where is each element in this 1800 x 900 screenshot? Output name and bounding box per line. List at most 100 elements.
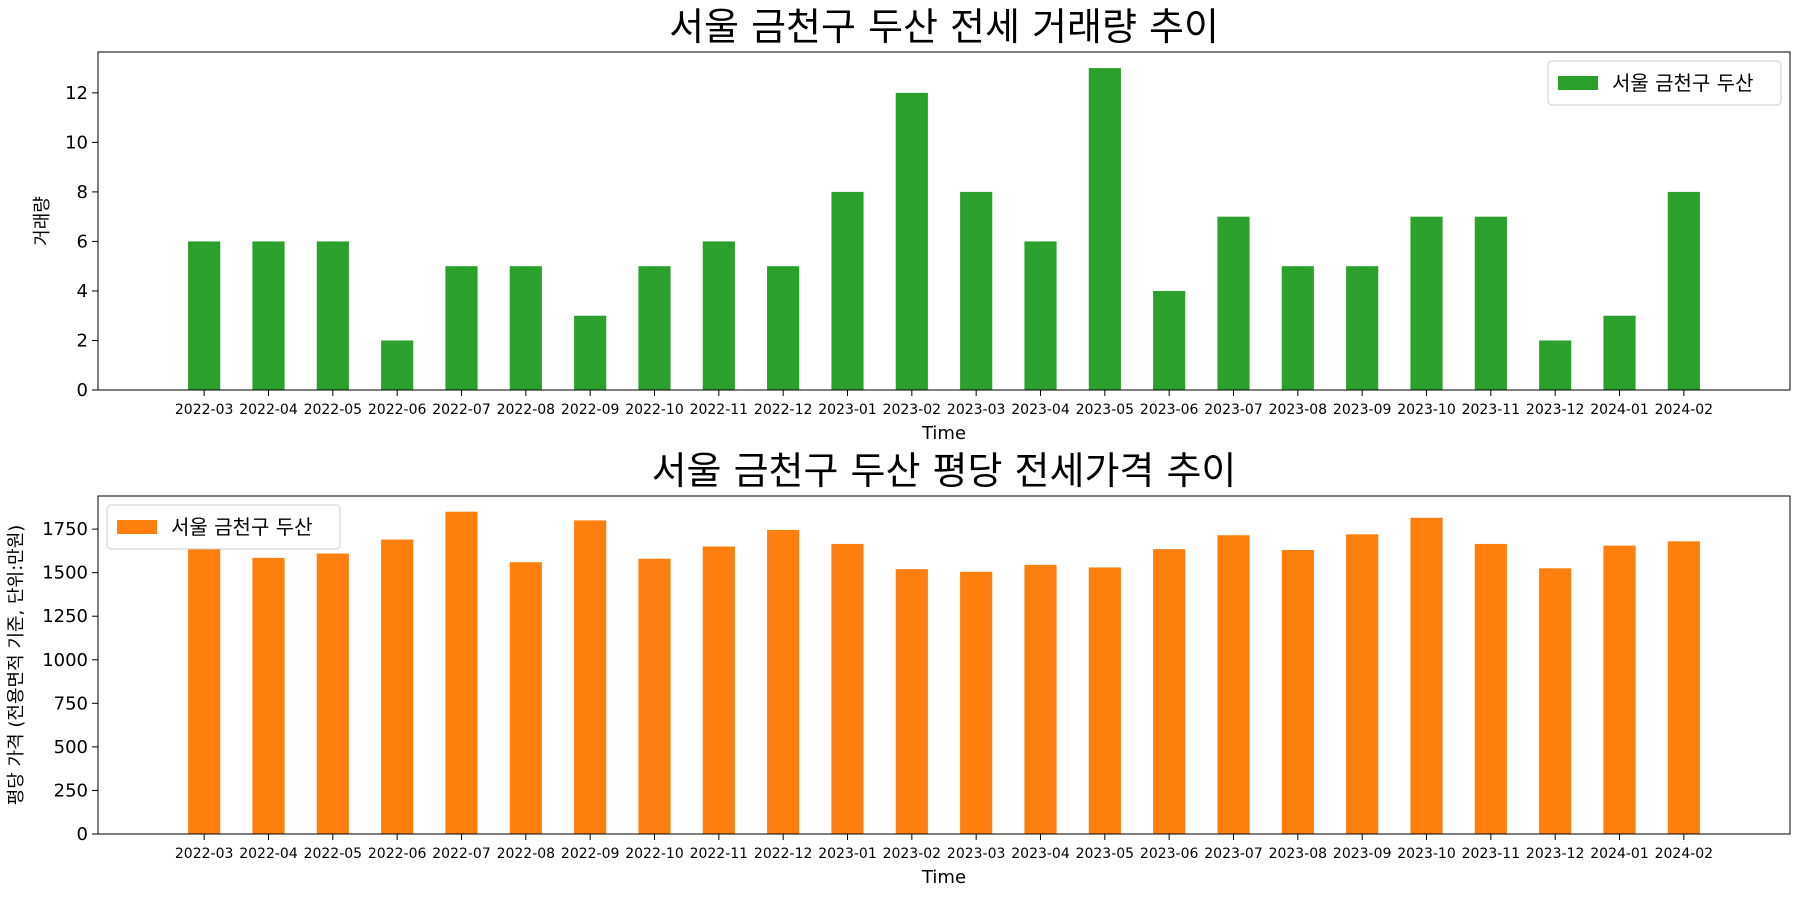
x-tick-label: 2022-05 <box>304 846 363 862</box>
x-tick-label: 2022-07 <box>432 402 491 418</box>
bar-2023-11 <box>1474 543 1507 834</box>
chart-title: 서울 금천구 두산 평당 전세가격 추이 <box>652 449 1237 493</box>
bar-2023-06 <box>1153 549 1186 834</box>
bar-2022-10 <box>638 266 671 390</box>
x-tick-label: 2023-08 <box>1269 402 1328 418</box>
x-axis-label: Time <box>921 423 966 444</box>
bar-2022-06 <box>381 340 414 390</box>
bar-2023-07 <box>1217 216 1250 390</box>
y-tick-label: 1750 <box>42 519 88 540</box>
x-tick-label: 2022-09 <box>561 402 620 418</box>
bar-2022-12 <box>767 266 800 390</box>
bar-2022-09 <box>574 315 607 390</box>
y-tick-label: 4 <box>77 281 88 302</box>
bar-2023-04 <box>1024 241 1057 390</box>
bar-2024-02 <box>1667 541 1700 834</box>
bar-2023-10 <box>1410 517 1443 834</box>
bar-2022-07 <box>445 511 478 834</box>
x-tick-label: 2022-04 <box>239 402 298 418</box>
x-axis-label: Time <box>921 867 966 888</box>
x-tick-label: 2022-06 <box>368 846 427 862</box>
y-axis-label: 거래량 <box>32 196 53 246</box>
bar-2023-12 <box>1539 340 1572 390</box>
bar-2024-01 <box>1603 545 1636 834</box>
x-tick-label: 2023-06 <box>1140 402 1199 418</box>
y-tick-label: 1500 <box>42 563 88 584</box>
bar-2023-07 <box>1217 535 1250 834</box>
bar-2023-02 <box>895 569 928 834</box>
bar-2023-03 <box>960 191 993 390</box>
x-tick-label: 2022-11 <box>690 402 749 418</box>
legend-label: 서울 금천구 두산 <box>171 515 313 539</box>
bar-2023-12 <box>1539 568 1572 834</box>
bar-2022-08 <box>509 562 542 834</box>
x-tick-label: 2022-11 <box>690 846 749 862</box>
x-tick-label: 2023-12 <box>1526 846 1585 862</box>
bar-2023-08 <box>1281 550 1314 834</box>
x-tick-label: 2023-11 <box>1462 402 1521 418</box>
y-tick-label: 250 <box>54 780 88 801</box>
bar-2022-11 <box>702 546 735 834</box>
bar-2022-03 <box>188 241 221 390</box>
x-tick-label: 2023-02 <box>883 402 942 418</box>
bar-2022-08 <box>509 266 542 390</box>
x-tick-label: 2023-06 <box>1140 846 1199 862</box>
x-tick-label: 2023-05 <box>1076 402 1135 418</box>
x-tick-label: 2023-01 <box>818 402 877 418</box>
y-tick-label: 12 <box>65 83 88 104</box>
x-tick-label: 2022-12 <box>754 402 813 418</box>
bar-2023-10 <box>1410 216 1443 390</box>
bar-2023-02 <box>895 92 928 390</box>
x-tick-label: 2022-12 <box>754 846 813 862</box>
plot-frame <box>97 51 1791 391</box>
y-tick-label: 1250 <box>42 606 88 627</box>
bar-2024-01 <box>1603 315 1636 390</box>
y-tick-label: 0 <box>77 380 88 401</box>
bar-2023-05 <box>1088 68 1121 390</box>
x-tick-label: 2024-01 <box>1590 846 1649 862</box>
bar-2022-05 <box>316 241 349 390</box>
legend-label: 서울 금천구 두산 <box>1612 71 1754 95</box>
bar-2022-06 <box>381 539 414 834</box>
x-tick-label: 2024-01 <box>1590 402 1649 418</box>
x-tick-label: 2022-06 <box>368 402 427 418</box>
bar-2023-09 <box>1346 534 1379 834</box>
plot-frame <box>97 495 1791 835</box>
x-tick-label: 2022-10 <box>625 402 684 418</box>
y-tick-label: 0 <box>77 824 88 845</box>
bar-2024-02 <box>1667 191 1700 390</box>
x-tick-label: 2022-08 <box>497 402 556 418</box>
y-tick-label: 1000 <box>42 650 88 671</box>
x-tick-label: 2024-02 <box>1655 846 1714 862</box>
x-tick-label: 2023-10 <box>1397 846 1456 862</box>
bar-2023-09 <box>1346 266 1379 390</box>
y-tick-label: 8 <box>77 182 88 203</box>
x-tick-label: 2023-04 <box>1011 402 1070 418</box>
chart-title: 서울 금천구 두산 전세 거래량 추이 <box>669 5 1219 49</box>
x-tick-label: 2022-03 <box>175 846 234 862</box>
bar-2022-04 <box>252 557 285 834</box>
bar-2023-08 <box>1281 266 1314 390</box>
bar-2023-03 <box>960 571 993 834</box>
legend-box <box>1547 60 1782 106</box>
x-tick-label: 2023-03 <box>947 846 1006 862</box>
legend-swatch <box>1558 76 1598 90</box>
y-axis-label: 평당 가격 (전용면적 기준, 단위:만원) <box>6 525 27 806</box>
x-tick-label: 2022-08 <box>497 846 556 862</box>
x-tick-label: 2022-09 <box>561 846 620 862</box>
bar-2022-11 <box>702 241 735 390</box>
bar-2022-10 <box>638 558 671 834</box>
x-tick-label: 2023-12 <box>1526 402 1585 418</box>
x-tick-label: 2023-01 <box>818 846 877 862</box>
x-tick-label: 2023-07 <box>1204 402 1263 418</box>
x-tick-label: 2023-10 <box>1397 402 1456 418</box>
x-tick-label: 2022-05 <box>304 402 363 418</box>
bar-2023-05 <box>1088 567 1121 834</box>
bar-2022-12 <box>767 529 800 834</box>
x-tick-label: 2022-03 <box>175 402 234 418</box>
x-tick-label: 2023-04 <box>1011 846 1070 862</box>
y-tick-label: 750 <box>54 693 88 714</box>
y-tick-label: 2 <box>77 330 88 351</box>
x-tick-label: 2023-11 <box>1462 846 1521 862</box>
